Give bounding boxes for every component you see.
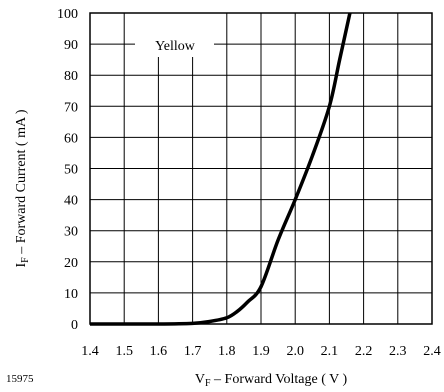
y-axis-title-sub: F <box>20 257 31 263</box>
y-axis-title-rest: – Forward Current ( mA ) <box>14 109 29 257</box>
x-tick-label: 2.3 <box>389 344 407 359</box>
y-tick-label: 0 <box>71 318 78 333</box>
y-axis-title-main: I <box>14 263 29 268</box>
y-tick-label: 50 <box>64 163 78 178</box>
x-tick-label: 2.2 <box>355 344 373 359</box>
y-tick-label: 20 <box>64 256 78 271</box>
y-tick-label: 10 <box>64 287 78 302</box>
y-tick-labels: 0 10 20 30 40 50 60 70 80 90 100 <box>57 7 78 333</box>
x-tick-label: 1.4 <box>81 344 99 359</box>
x-axis-title-main: V <box>195 372 205 387</box>
grid <box>90 13 432 324</box>
series-label: Yellow <box>155 39 196 54</box>
y-tick-label: 60 <box>64 131 78 146</box>
x-tick-label: 1.8 <box>218 344 236 359</box>
x-tick-label: 1.6 <box>150 344 168 359</box>
y-tick-label: 40 <box>64 194 78 209</box>
x-axis-title-sub: F <box>205 378 211 389</box>
x-tick-label: 2.1 <box>321 344 339 359</box>
y-tick-label: 70 <box>64 100 78 115</box>
x-tick-label: 1.7 <box>184 344 202 359</box>
plot-frame <box>89 12 433 325</box>
x-tick-labels: 1.4 1.5 1.6 1.7 1.8 1.9 2.0 2.1 2.2 2.3 2.4 <box>81 344 441 359</box>
x-axis-title: VF – Forward Voltage ( V ) <box>195 372 348 389</box>
y-tick-label: 90 <box>64 38 78 53</box>
x-tick-label: 2.0 <box>286 344 304 359</box>
x-axis-title-rest: – Forward Voltage ( V ) <box>211 372 348 387</box>
figure-id: 15975 <box>6 373 34 385</box>
x-tick-label: 1.5 <box>115 344 133 359</box>
y-tick-label: 80 <box>64 69 78 84</box>
y-tick-label: 100 <box>57 7 78 22</box>
x-tick-label: 1.9 <box>252 344 270 359</box>
x-tick-label: 2.4 <box>423 344 441 359</box>
y-axis-title: IF – Forward Current ( mA ) <box>14 109 31 267</box>
y-tick-label: 30 <box>64 225 78 240</box>
